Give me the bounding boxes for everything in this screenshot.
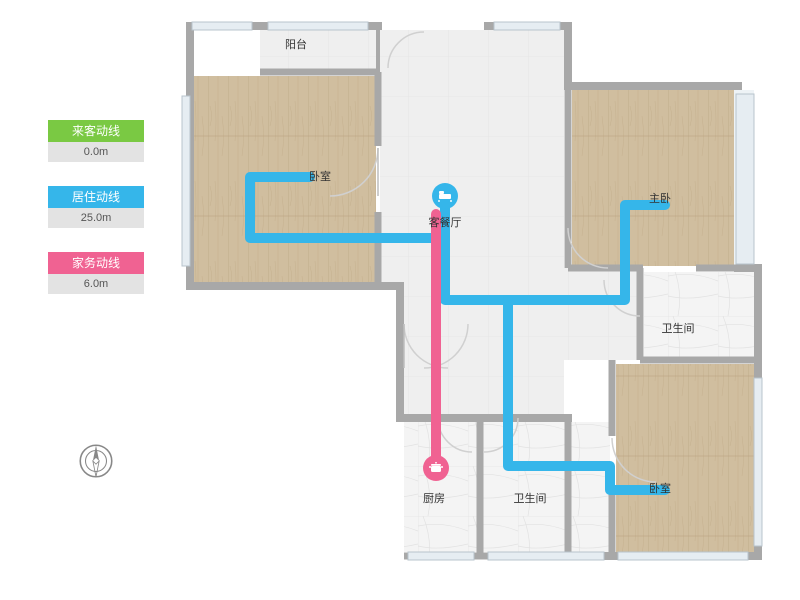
label-bedroom-se: 卧室: [649, 480, 671, 496]
legend: 来客动线 0.0m 居住动线 25.0m 家务动线 6.0m: [48, 120, 144, 318]
legend-label-living: 居住动线: [48, 186, 144, 208]
floorplan: 阳台 卧室 客餐厅 主卧 卫生间 厨房 卫生间 卧室: [168, 16, 774, 576]
legend-value-chore: 6.0m: [48, 274, 144, 294]
label-balcony: 阳台: [285, 36, 307, 52]
legend-item-guest: 来客动线 0.0m: [48, 120, 144, 162]
compass-icon: [75, 440, 117, 482]
legend-label-chore: 家务动线: [48, 252, 144, 274]
label-bedroom-nw: 卧室: [309, 168, 331, 184]
legend-value-guest: 0.0m: [48, 142, 144, 162]
legend-item-living: 居住动线 25.0m: [48, 186, 144, 228]
legend-value-living: 25.0m: [48, 208, 144, 228]
legend-item-chore: 家务动线 6.0m: [48, 252, 144, 294]
label-bath-right: 卫生间: [662, 320, 695, 336]
label-master-bed: 主卧: [649, 190, 671, 206]
label-living: 客餐厅: [429, 214, 462, 230]
label-kitchen: 厨房: [423, 490, 445, 506]
label-bath-mid: 卫生间: [514, 490, 547, 506]
legend-label-guest: 来客动线: [48, 120, 144, 142]
